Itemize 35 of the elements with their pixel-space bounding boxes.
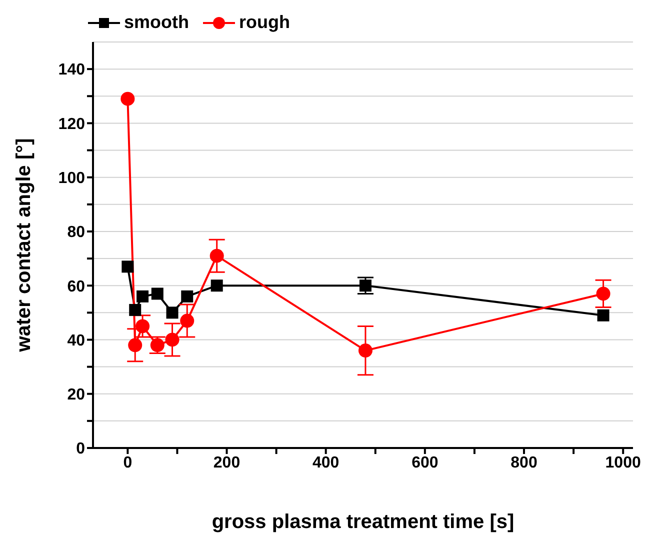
x-tick-label: 800 bbox=[510, 454, 538, 472]
point bbox=[122, 260, 134, 273]
y-tick-label: 60 bbox=[67, 278, 86, 296]
point bbox=[596, 286, 610, 301]
x-tick-label: 0 bbox=[123, 454, 132, 472]
y-tick-label: 100 bbox=[58, 170, 86, 188]
x-axis-title: gross plasma treatment time [s] bbox=[212, 511, 514, 533]
point bbox=[358, 344, 372, 358]
point bbox=[151, 288, 164, 300]
point bbox=[136, 290, 149, 302]
x-tick-label: 200 bbox=[213, 454, 240, 472]
y-tick-label: 0 bbox=[76, 440, 86, 458]
legend-label: rough bbox=[239, 12, 290, 33]
legend-label: smooth bbox=[124, 12, 189, 33]
point bbox=[120, 92, 135, 106]
point bbox=[129, 304, 142, 316]
y-axis-title: water contact angle [°] bbox=[13, 138, 36, 353]
point bbox=[597, 309, 610, 322]
point bbox=[180, 314, 194, 328]
x-tick-label: 1000 bbox=[605, 454, 641, 472]
point bbox=[136, 319, 150, 334]
point bbox=[181, 290, 194, 302]
point bbox=[165, 332, 180, 347]
x-tick-label: 400 bbox=[312, 454, 340, 472]
y-tick-label: 40 bbox=[67, 332, 86, 350]
y-tick-label: 120 bbox=[58, 116, 86, 133]
point bbox=[210, 280, 223, 292]
y-tick-label: 80 bbox=[67, 224, 86, 242]
y-tick-label: 140 bbox=[58, 62, 86, 79]
point bbox=[210, 248, 224, 263]
y-tick-label: 20 bbox=[67, 386, 86, 404]
point bbox=[359, 280, 372, 292]
point bbox=[166, 306, 178, 319]
x-tick-label: 600 bbox=[412, 454, 438, 472]
point bbox=[128, 338, 142, 352]
